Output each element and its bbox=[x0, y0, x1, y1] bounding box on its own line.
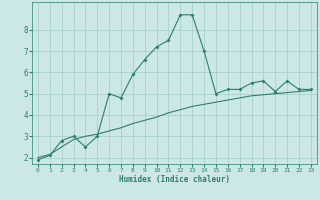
X-axis label: Humidex (Indice chaleur): Humidex (Indice chaleur) bbox=[119, 175, 230, 184]
